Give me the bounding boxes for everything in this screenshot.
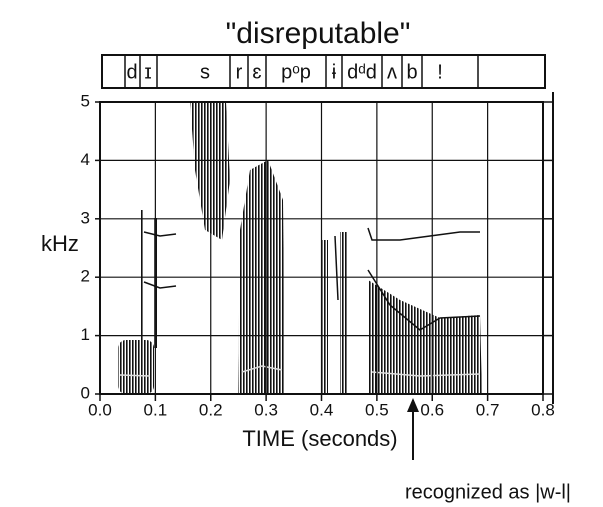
segment-dividers [124,55,479,88]
formant-tracks [143,227,481,331]
y-tick-label: 0 [81,383,90,402]
spectrogram [118,102,482,394]
segment-label: b [406,61,417,83]
segment-label: r [236,61,243,83]
y-tick-label: 5 [81,91,90,110]
y-tick-label: 2 [81,267,90,286]
segment-box [101,54,546,89]
x-tick-label: 0.3 [254,400,278,419]
segment-label: ɪ [144,61,151,83]
x-tick-label: 0.1 [144,400,168,419]
x-tick-label: 0.7 [476,400,500,419]
x-tick-label: 0.6 [420,400,444,419]
segment-label: d [126,61,137,83]
segment-label: ʌ [387,61,397,83]
segment-label: ɛ [252,61,261,83]
x-tick-label: 0.4 [310,400,334,419]
y-tick-label: 3 [81,208,90,227]
y-tick-label: 1 [81,325,90,344]
x-tick-label: 0.5 [365,400,389,419]
f1-tracks [119,365,481,377]
chart-title: "disreputable" [226,17,411,50]
x-tick-label: 0.0 [88,400,112,419]
y-axis-label: kHz [41,231,79,256]
segment-label: ! [437,61,443,83]
annotation: recognized as |w-l| [405,481,571,503]
x-tick-label: 0.8 [531,400,555,419]
segment-label: s [200,61,210,83]
segment-label: pᵒp [281,61,311,83]
y-tick-label: 4 [81,150,90,169]
segment-label: dᵈd [347,61,377,83]
x-axis-label: TIME (seconds) [242,426,397,451]
x-tick-label: 0.2 [199,400,223,419]
arrow-head [407,398,419,412]
segment-label: ɨ [332,61,337,83]
